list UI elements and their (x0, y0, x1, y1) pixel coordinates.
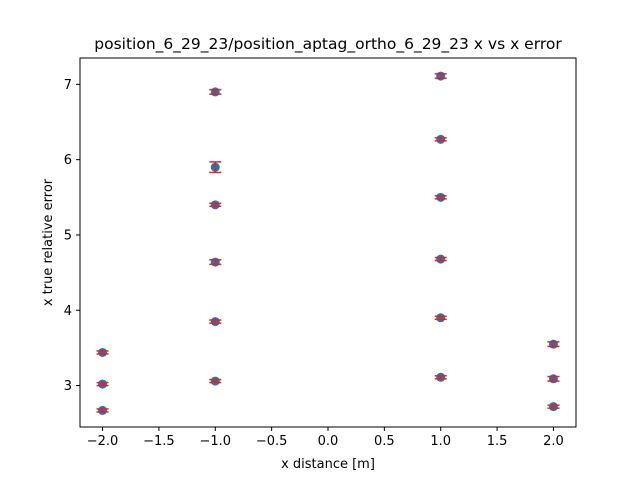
x-axis-label: x distance [m] (281, 457, 375, 472)
x-tick-label: 1.0 (430, 434, 451, 449)
x-tick-label: 1.5 (487, 434, 508, 449)
x-tick-label: 2.0 (543, 434, 564, 449)
x-axis: −2.0 −1.5 −1.0 −0.5 0.0 0.5 1.0 1.5 2.0 (87, 427, 564, 449)
chart-title: position_6_29_23/position_aptag_ortho_6_… (94, 35, 562, 54)
y-axis-label: x true relative error (41, 178, 56, 306)
x-tick-label: 0.0 (318, 434, 339, 449)
y-tick-label: 7 (64, 78, 72, 93)
y-tick-label: 3 (64, 379, 72, 394)
x-tick-label: −2.0 (87, 434, 119, 449)
x-tick-label: −1.0 (199, 434, 231, 449)
plot-area (96, 71, 560, 415)
x-tick-label: −1.5 (143, 434, 175, 449)
y-axis: 3 4 5 6 7 (64, 78, 80, 394)
y-tick-label: 5 (64, 228, 72, 243)
y-tick-label: 6 (64, 153, 72, 168)
x-tick-label: 0.5 (374, 434, 395, 449)
x-tick-label: −0.5 (256, 434, 288, 449)
y-tick-label: 4 (64, 304, 72, 319)
